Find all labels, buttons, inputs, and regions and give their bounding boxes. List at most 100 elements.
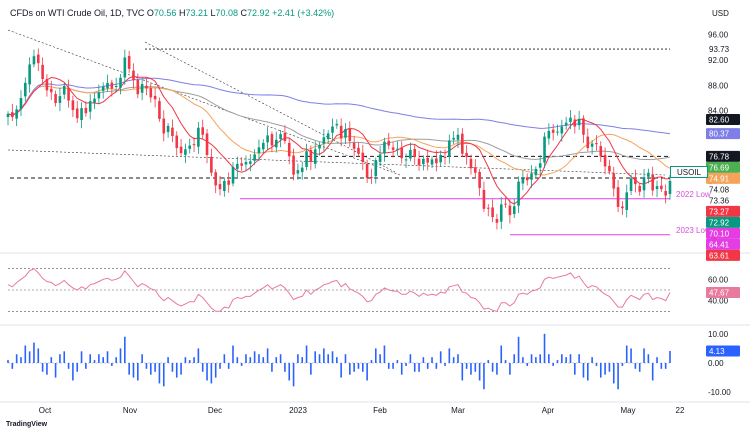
candle-body bbox=[309, 150, 313, 162]
momentum-bar bbox=[28, 351, 31, 363]
candle-body bbox=[32, 56, 36, 65]
candle-body bbox=[443, 156, 447, 158]
momentum-bar bbox=[400, 363, 403, 375]
candle-body bbox=[145, 85, 148, 89]
candle bbox=[629, 174, 633, 196]
candle bbox=[179, 138, 183, 157]
time-axis-label: Feb bbox=[373, 406, 387, 415]
candle-body bbox=[664, 190, 667, 196]
candle-body bbox=[41, 64, 44, 79]
momentum-bar bbox=[625, 345, 628, 363]
candle-body bbox=[218, 184, 222, 190]
candle-body bbox=[45, 78, 49, 91]
momentum-bar bbox=[435, 363, 438, 369]
momentum-bar bbox=[574, 363, 576, 375]
candle-body bbox=[97, 92, 101, 99]
candle-body bbox=[197, 127, 200, 147]
price-tag-value: 73.36 bbox=[709, 196, 730, 205]
candle bbox=[287, 137, 291, 165]
momentum-bar bbox=[357, 363, 360, 369]
candle bbox=[642, 168, 646, 198]
momentum-bar bbox=[249, 357, 252, 363]
candle-body bbox=[236, 163, 239, 169]
candle bbox=[231, 162, 235, 187]
candle bbox=[577, 110, 581, 130]
candle-body bbox=[512, 206, 516, 215]
legend-close-label: C bbox=[240, 8, 248, 18]
moving-average-line bbox=[7, 77, 671, 135]
momentum-bar bbox=[193, 357, 195, 363]
momentum-axis-tick: 10.00 bbox=[708, 330, 729, 339]
price-tag: 64.41 bbox=[706, 238, 740, 250]
candle-body bbox=[599, 146, 603, 157]
momentum-bar bbox=[128, 363, 130, 375]
candle-body bbox=[590, 143, 594, 147]
candle-body bbox=[67, 87, 70, 101]
candle bbox=[638, 183, 642, 196]
price-tag-bg bbox=[706, 150, 740, 162]
momentum-bar bbox=[219, 363, 221, 369]
candle bbox=[482, 181, 486, 212]
candle bbox=[296, 163, 300, 180]
momentum-bar bbox=[361, 363, 364, 372]
momentum-bar bbox=[214, 363, 217, 378]
candle bbox=[188, 138, 192, 154]
candle bbox=[24, 77, 27, 102]
price-tag: 72.92 bbox=[706, 216, 740, 228]
price-tag: 73.27 bbox=[706, 205, 740, 217]
trend-line bbox=[144, 41, 396, 173]
candle bbox=[422, 155, 425, 171]
momentum-bar bbox=[530, 354, 533, 363]
candle-body bbox=[179, 146, 183, 154]
candle bbox=[71, 95, 75, 118]
candle-body bbox=[80, 108, 83, 120]
candle bbox=[439, 150, 442, 167]
candle-body bbox=[300, 167, 304, 173]
candle-body bbox=[547, 130, 551, 139]
candle-body bbox=[49, 88, 53, 93]
momentum-bar bbox=[37, 348, 40, 363]
candle bbox=[84, 101, 88, 117]
candle-body bbox=[417, 158, 421, 166]
candle-body bbox=[249, 161, 252, 164]
momentum-bar bbox=[370, 360, 373, 363]
grid bbox=[0, 252, 750, 403]
candle bbox=[15, 105, 18, 127]
rsi-line bbox=[7, 268, 671, 312]
candle-body bbox=[119, 77, 122, 88]
candle-body bbox=[499, 204, 503, 222]
momentum-bar bbox=[396, 360, 399, 363]
candle-body bbox=[625, 192, 629, 211]
momentum-bar bbox=[539, 354, 541, 363]
candle bbox=[184, 143, 187, 164]
momentum-bar bbox=[483, 363, 485, 390]
candle-body bbox=[71, 100, 75, 111]
candle-body bbox=[577, 118, 581, 126]
candle bbox=[564, 116, 568, 130]
price-labels: 93.73 82.60 80.37 76.78 76.69 74.91 74.08 73.36… bbox=[706, 43, 740, 357]
candle bbox=[391, 142, 395, 158]
candle bbox=[538, 155, 542, 176]
candle bbox=[106, 74, 109, 92]
candle bbox=[54, 90, 57, 107]
candle-body bbox=[473, 167, 477, 173]
price-tag-bg bbox=[706, 43, 740, 55]
candle bbox=[305, 143, 308, 171]
momentum-bar bbox=[240, 363, 243, 366]
momentum-bar bbox=[336, 357, 338, 363]
candle-body bbox=[543, 136, 546, 163]
candle-body bbox=[106, 82, 109, 89]
momentum-bar bbox=[452, 357, 455, 363]
candle bbox=[11, 104, 14, 122]
momentum-bar bbox=[349, 363, 351, 375]
candle-body bbox=[569, 117, 572, 123]
horizontal-levels bbox=[7, 29, 670, 236]
time-axis-label: Oct bbox=[39, 406, 52, 415]
candle bbox=[448, 134, 451, 164]
candle-body bbox=[231, 167, 235, 184]
momentum-bar bbox=[132, 363, 135, 378]
momentum-bar bbox=[612, 363, 615, 384]
momentum-bar bbox=[431, 357, 433, 363]
momentum-bar bbox=[137, 363, 139, 381]
